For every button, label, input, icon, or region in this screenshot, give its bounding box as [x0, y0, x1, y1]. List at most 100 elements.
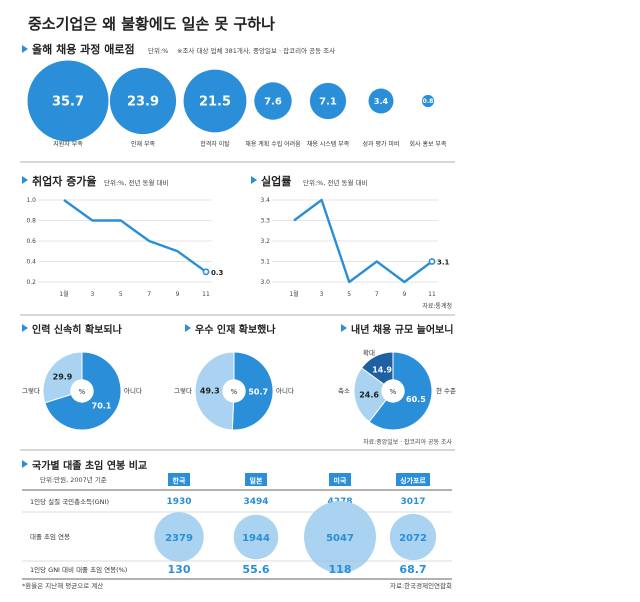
bubble: [421, 94, 435, 108]
pie-center-hole: [381, 379, 405, 403]
row-label: 1인당 실질 국민총소득(GNI): [30, 497, 109, 506]
column-header-bg: [396, 473, 430, 486]
x-tick-label: 1월: [289, 290, 298, 298]
row-label: 대졸 초임 연봉: [30, 533, 70, 541]
x-tick-label: 9: [402, 291, 406, 298]
x-tick-label: 3: [90, 291, 94, 298]
table-cell: 2379: [165, 533, 193, 544]
x-tick-label: 1월: [59, 290, 68, 298]
pie-value-label: 14.9: [372, 365, 392, 374]
table-cell: 55.6: [242, 563, 269, 576]
pie-value-label: 24.6: [359, 390, 379, 399]
bubble-category-label: 합격자 이탈: [200, 140, 230, 148]
column-header: 미국: [334, 476, 347, 485]
x-tick-label: 7: [375, 291, 379, 298]
column-header-bg: [168, 473, 190, 486]
table-cell: 118: [329, 563, 352, 576]
pie-category-label: 확대: [363, 348, 375, 357]
employment-title: 취업자 증가율: [32, 174, 97, 188]
column-header: 일본: [250, 476, 263, 485]
pie-center-label: %: [390, 388, 397, 396]
table-cell: 130: [168, 563, 191, 576]
page-title: 중소기업은 왜 불황에도 일손 못 구하나: [28, 15, 275, 33]
sec4-footnote: *환율은 지난해 평균으로 계산: [22, 581, 103, 590]
row-label: 1인당 GNI 대비 대졸 초임 연봉(%): [30, 565, 127, 574]
salary-bubble: [389, 513, 437, 561]
column-header: 한국: [173, 476, 186, 485]
pie-center-hole: [70, 379, 94, 403]
pie3-title: 내년 채용 규모 늘어보니: [351, 323, 453, 336]
y-tick-label: 3.4: [260, 197, 270, 204]
triangle-marker-icon: [22, 460, 28, 468]
y-tick-label: 0.2: [26, 279, 36, 286]
bubble-category-label: 인재 부족: [131, 140, 155, 148]
bubble-category-label: 회사 홍보 부족: [410, 140, 447, 148]
end-value-label: 0.3: [211, 269, 224, 277]
series-line: [293, 198, 433, 284]
salary-bubble: [154, 512, 204, 562]
x-tick-label: 7: [147, 291, 151, 298]
y-tick-label: 0.8: [26, 218, 36, 225]
end-value-label: 3.1: [437, 259, 450, 267]
pie-slice: [353, 367, 394, 423]
series-line: [63, 199, 207, 273]
y-tick-label: 1.0: [26, 197, 36, 204]
pie-value-label: 70.1: [92, 401, 112, 410]
pie-value-label: 50.7: [248, 388, 268, 397]
bubble-category-label: 성과 평가 미비: [363, 140, 400, 148]
pie-category-label: 아니다: [124, 386, 142, 395]
pie-charts: 70.1 29.9% 아니다 그렇다 50.7 49.3% 아니다 그렇다 60.5 24.6 14…: [22, 348, 456, 431]
bubble-category-label: 채용 시스템 부족: [307, 140, 350, 148]
x-tick-label: 11: [202, 291, 210, 298]
bubble-value: 23.9: [127, 95, 159, 110]
end-point-marker: [428, 258, 436, 265]
sec1-title: 올해 채용 과정 애로점: [32, 42, 135, 56]
sec3-source: 자료:중앙일보 · 잡코리아 공동 조사: [363, 438, 452, 446]
bubble: [183, 69, 247, 133]
bubble: [368, 88, 394, 114]
end-point-marker: [202, 268, 210, 276]
y-tick-label: 3.0: [260, 279, 270, 286]
pie-center-hole: [222, 379, 246, 403]
sec2-source: 자료:통계청: [422, 302, 452, 310]
pie-value-label: 60.5: [406, 395, 426, 404]
column-header-bg: [329, 473, 351, 486]
x-tick-label: 9: [176, 291, 180, 298]
pie-category-label: 현 수준: [436, 387, 456, 395]
salary-bubble: [304, 501, 376, 573]
table-cell: 3494: [243, 497, 268, 507]
triangle-marker-icon: [22, 45, 28, 53]
table-cell: 1944: [242, 533, 270, 544]
pie-slice: [194, 351, 235, 431]
pie1-title: 인력 신속히 확보되나: [32, 323, 123, 336]
table-cell: 3017: [400, 497, 425, 507]
table-cell: 68.7: [399, 563, 426, 576]
column-header: 싱가포르: [400, 476, 426, 485]
pie-slice: [231, 351, 274, 431]
bubble-category-label: 지원자 부족: [53, 140, 83, 148]
bubble-value: 7.6: [264, 97, 282, 108]
employment-line-chart: 1.0 0.8 0.6 0.4 0.2 1월 3 5 7 9 11 0.3: [26, 197, 223, 298]
pie-center-label: %: [231, 388, 238, 396]
bubble-category-label: 채용 계획 수립 어려움: [245, 140, 301, 148]
bubble-value: 21.5: [199, 95, 231, 110]
bubble-value: 3.4: [374, 97, 389, 106]
pie2-title: 우수 인재 확보했나: [195, 323, 276, 336]
triangle-marker-icon: [22, 176, 28, 184]
pie-category-label: 아니다: [276, 386, 294, 395]
x-tick-label: 5: [119, 291, 123, 298]
bubble-value: 0.8: [423, 98, 434, 105]
y-tick-label: 3.3: [260, 218, 270, 225]
pie-category-label: 축소: [338, 386, 350, 395]
table-cell: 1930: [166, 497, 191, 507]
bubble-chart: 35.7 지원자 부족 23.9 인재 부족 21.5 합격자 이탈 7.6 채용 계획 수립…: [27, 60, 447, 148]
triangle-marker-icon: [22, 324, 28, 332]
y-tick-label: 0.6: [26, 238, 36, 245]
employment-unit: 단위:%, 전년 동월 대비: [104, 178, 168, 187]
bubble: [309, 82, 347, 120]
sec1-unit: 단위:%: [148, 46, 168, 55]
triangle-marker-icon: [251, 176, 257, 184]
